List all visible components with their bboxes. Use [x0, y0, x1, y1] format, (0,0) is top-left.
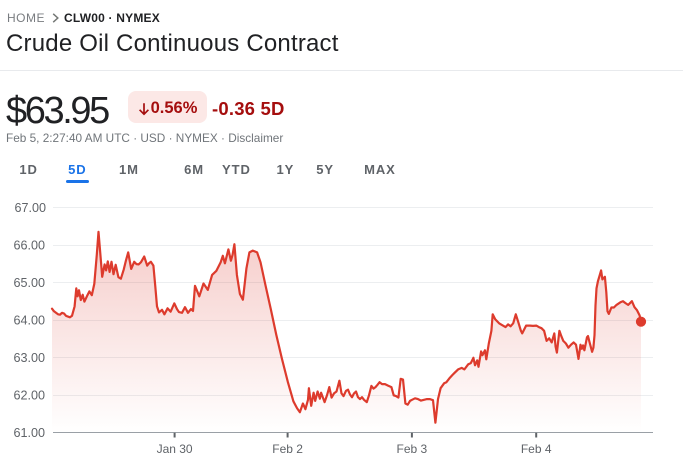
svg-text:64.00: 64.00: [13, 313, 45, 327]
svg-text:Feb 4: Feb 4: [521, 442, 552, 456]
svg-text:65.00: 65.00: [13, 276, 45, 290]
svg-text:Feb 2: Feb 2: [272, 442, 303, 456]
svg-text:61.00: 61.00: [13, 426, 45, 440]
svg-text:66.00: 66.00: [13, 238, 45, 252]
svg-text:63.00: 63.00: [13, 351, 45, 365]
svg-text:Feb 3: Feb 3: [397, 442, 428, 456]
svg-text:67.00: 67.00: [14, 201, 46, 215]
svg-text:Jan 30: Jan 30: [157, 442, 193, 456]
svg-text:62.00: 62.00: [13, 388, 45, 402]
